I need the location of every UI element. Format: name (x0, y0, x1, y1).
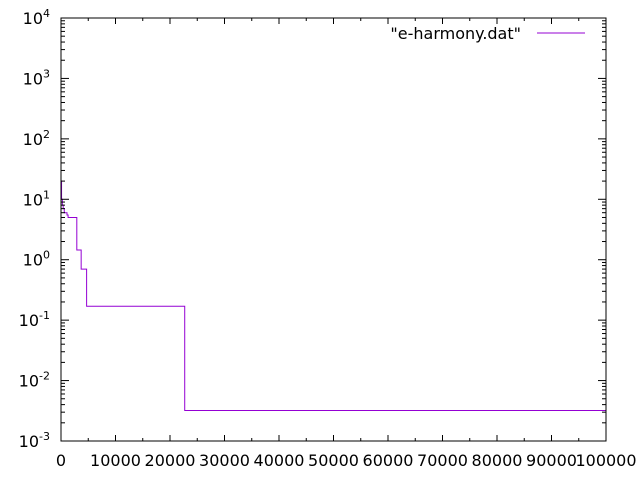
x-tick-label: 0 (56, 451, 66, 470)
legend: "e-harmony.dat" (390, 24, 585, 43)
x-tick-label: 60000 (363, 451, 414, 470)
y-tick-label: 100 (23, 249, 50, 270)
y-tick-label: 10-3 (19, 430, 50, 451)
axis-frame (60, 17, 607, 442)
y-tick-label: 103 (23, 67, 50, 88)
x-tick-label: 80000 (472, 451, 523, 470)
x-tick-label: 10000 (90, 451, 141, 470)
x-tick-label: 30000 (199, 451, 250, 470)
plot-border (60, 17, 607, 442)
series-line-0 (61, 180, 606, 411)
y-tick-label: 10-1 (19, 309, 50, 330)
y-axis: 10-3 10-2 10-1 100 101 102 103 104 (19, 7, 606, 451)
x-tick-label: 70000 (417, 451, 468, 470)
y-tick-label: 104 (23, 7, 50, 28)
x-axis: 0 10000 20000 30000 40000 50000 60000 70000 8000… (56, 18, 637, 470)
y-tick-label: 102 (23, 128, 50, 149)
x-tick-label: 20000 (145, 451, 196, 470)
x-tick-label: 40000 (254, 451, 305, 470)
legend-label: "e-harmony.dat" (390, 24, 521, 43)
y-tick-label: 10-2 (19, 370, 50, 391)
plot-marks (61, 180, 606, 411)
x-tick-label: 90000 (526, 451, 577, 470)
y-tick-label: 101 (23, 188, 50, 209)
x-tick-label: 50000 (308, 451, 359, 470)
x-tick-label: 100000 (575, 451, 636, 470)
